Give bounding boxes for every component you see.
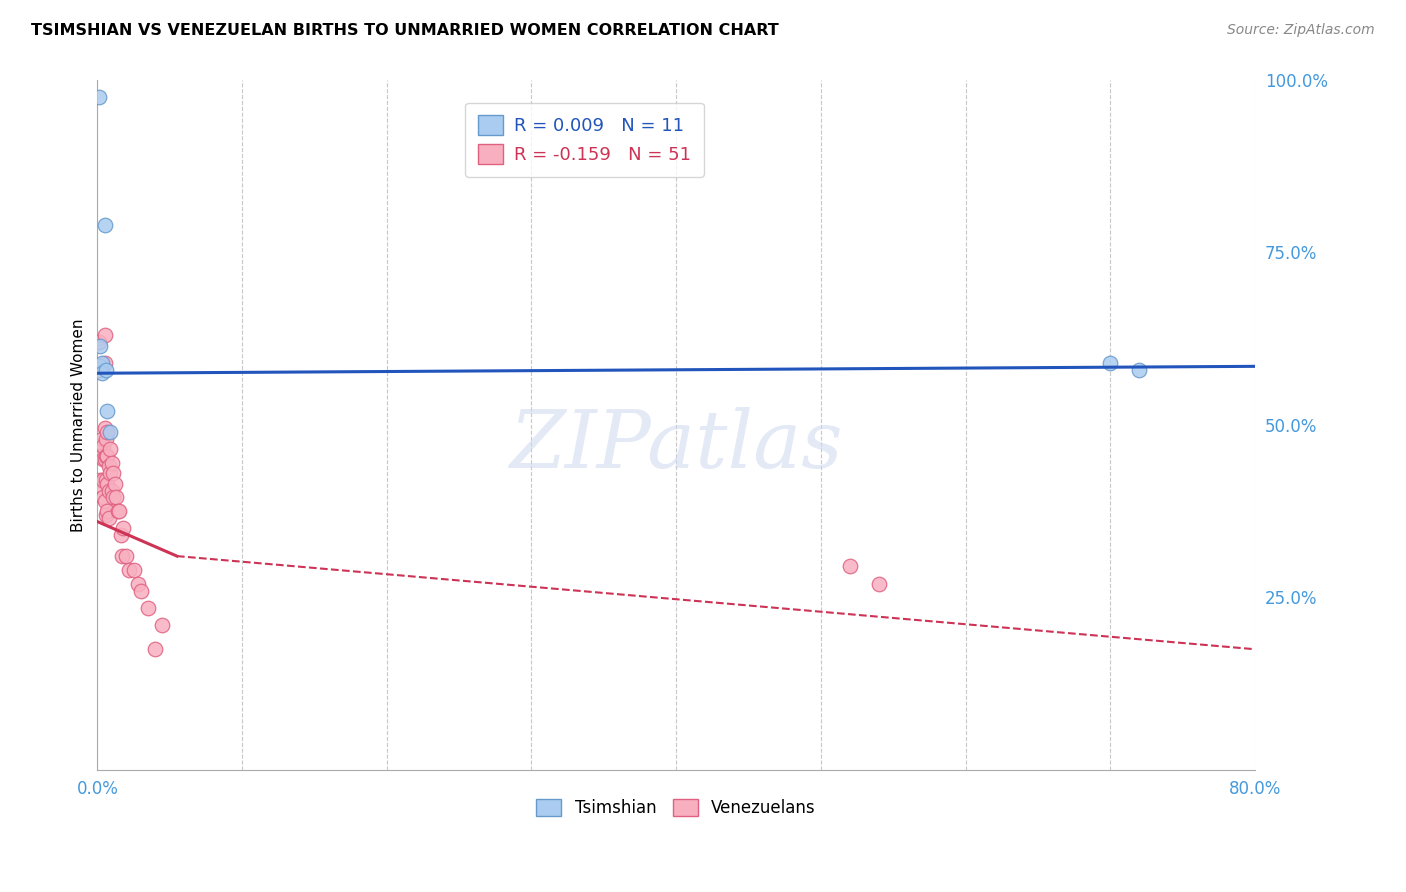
Point	[89, 338, 111, 352]
Point	[90, 366, 112, 380]
Point	[96, 504, 118, 518]
Point	[127, 576, 149, 591]
Point	[90, 449, 112, 463]
Point	[93, 328, 115, 343]
Point	[94, 363, 117, 377]
Point	[110, 528, 132, 542]
Point	[89, 359, 111, 374]
Point	[100, 425, 122, 439]
Point	[90, 356, 112, 370]
Point	[868, 576, 890, 591]
Point	[90, 432, 112, 446]
Point	[97, 483, 120, 498]
Point	[103, 467, 125, 481]
Point	[90, 480, 112, 494]
Point	[96, 404, 118, 418]
Point	[87, 90, 110, 104]
Point	[129, 583, 152, 598]
Point	[152, 618, 174, 632]
Point	[96, 476, 118, 491]
Point	[93, 452, 115, 467]
Point	[96, 425, 118, 439]
Point	[91, 452, 114, 467]
Point	[89, 439, 111, 453]
Point	[100, 442, 122, 457]
Point	[107, 504, 129, 518]
Point	[93, 421, 115, 435]
Point	[94, 432, 117, 446]
Point	[101, 456, 124, 470]
Point	[89, 473, 111, 487]
Point	[108, 504, 131, 518]
Point	[115, 549, 138, 563]
Point	[96, 449, 118, 463]
Point	[94, 449, 117, 463]
Point	[143, 642, 166, 657]
Point	[97, 511, 120, 525]
Point	[136, 600, 159, 615]
Point	[89, 449, 111, 463]
Point	[122, 563, 145, 577]
Text: ZIPatlas: ZIPatlas	[509, 407, 844, 484]
Text: TSIMSHIAN VS VENEZUELAN BIRTHS TO UNMARRIED WOMEN CORRELATION CHART: TSIMSHIAN VS VENEZUELAN BIRTHS TO UNMARR…	[31, 23, 779, 38]
Point	[101, 483, 124, 498]
Y-axis label: Births to Unmarried Women: Births to Unmarried Women	[72, 318, 86, 532]
Point	[93, 218, 115, 232]
Point	[838, 559, 860, 574]
Point	[105, 491, 128, 505]
Point	[94, 473, 117, 487]
Point	[93, 494, 115, 508]
Point	[93, 356, 115, 370]
Legend: Tsimshian, Venezuelans: Tsimshian, Venezuelans	[530, 792, 823, 824]
Point	[91, 473, 114, 487]
Point	[100, 467, 122, 481]
Point	[87, 335, 110, 350]
Point	[91, 491, 114, 505]
Point	[1099, 356, 1122, 370]
Point	[87, 363, 110, 377]
Point	[112, 521, 135, 535]
Point	[103, 491, 125, 505]
Point	[94, 508, 117, 522]
Point	[104, 476, 127, 491]
Point	[118, 563, 141, 577]
Point	[111, 549, 134, 563]
Point	[1128, 363, 1150, 377]
Point	[97, 459, 120, 474]
Text: Source: ZipAtlas.com: Source: ZipAtlas.com	[1227, 23, 1375, 37]
Point	[91, 439, 114, 453]
